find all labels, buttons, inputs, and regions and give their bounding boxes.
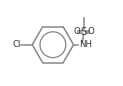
Text: Cl: Cl — [12, 40, 21, 49]
Text: O: O — [73, 27, 80, 36]
Text: O: O — [88, 27, 94, 36]
Text: NH: NH — [79, 40, 92, 49]
Text: S: S — [81, 27, 87, 37]
